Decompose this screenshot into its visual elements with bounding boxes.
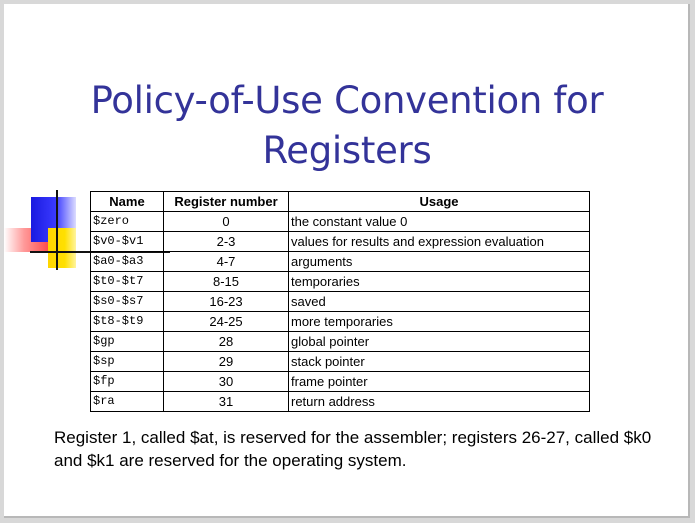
title-line-2: Registers (262, 129, 432, 172)
register-number-cell: 28 (163, 331, 289, 352)
register-name-cell: $gp (90, 331, 164, 352)
register-usage-cell: values for results and expression evalua… (288, 231, 590, 252)
table-row: $t0-$t7 8-15 temporaries (90, 271, 590, 292)
header-register-number: Register number (163, 191, 289, 212)
table-row: $s0-$s7 16-23 saved (90, 291, 590, 312)
register-name-cell: $s0-$s7 (90, 291, 164, 312)
register-name-cell: $fp (90, 371, 164, 392)
register-name-cell: $v0-$v1 (90, 231, 164, 252)
register-number-cell: 24-25 (163, 311, 289, 332)
register-name-cell: $a0-$a3 (90, 251, 164, 272)
table-row: $gp 28 global pointer (90, 331, 590, 352)
table-row: $ra 31 return address (90, 391, 590, 412)
decor-vertical-line (56, 190, 58, 270)
table-row: $fp 30 frame pointer (90, 371, 590, 392)
register-usage-cell: more temporaries (288, 311, 590, 332)
register-name-cell: $t8-$t9 (90, 311, 164, 332)
table-row: $sp 29 stack pointer (90, 351, 590, 372)
register-usage-cell: frame pointer (288, 371, 590, 392)
register-number-cell: 31 (163, 391, 289, 412)
register-number-cell: 0 (163, 211, 289, 232)
table-row: $zero 0 the constant value 0 (90, 211, 590, 232)
register-usage-cell: temporaries (288, 271, 590, 292)
register-usage-cell: arguments (288, 251, 590, 272)
register-number-cell: 2-3 (163, 231, 289, 252)
register-number-cell: 16-23 (163, 291, 289, 312)
yellow-decor-square (48, 228, 76, 268)
footnote-text: Register 1, called $at, is reserved for … (54, 428, 652, 470)
title-line-1: Policy-of-Use Convention for (90, 79, 604, 122)
register-table: Name Register number Usage $zero 0 the con… (90, 191, 590, 412)
register-name-cell: $ra (90, 391, 164, 412)
register-table-body: $zero 0 the constant value 0 $v0-$v1 2-3 valu… (90, 211, 590, 412)
register-number-cell: 29 (163, 351, 289, 372)
register-usage-cell: return address (288, 391, 590, 412)
register-name-cell: $zero (90, 211, 164, 232)
register-usage-cell: saved (288, 291, 590, 312)
register-number-cell: 8-15 (163, 271, 289, 292)
register-name-cell: $sp (90, 351, 164, 372)
header-usage: Usage (288, 191, 590, 212)
table-row: $t8-$t9 24-25 more temporaries (90, 311, 590, 332)
table-header-row: Name Register number Usage (90, 191, 590, 212)
header-name: Name (90, 191, 164, 212)
register-number-cell: 30 (163, 371, 289, 392)
register-number-cell: 4-7 (163, 251, 289, 272)
table-row: $v0-$v1 2-3 values for results and express… (90, 231, 590, 252)
register-usage-cell: global pointer (288, 331, 590, 352)
slide: Policy-of-Use Convention for Registers N… (4, 4, 690, 518)
register-name-cell: $t0-$t7 (90, 271, 164, 292)
table-row: $a0-$a3 4-7 arguments (90, 251, 590, 272)
slide-title: Policy-of-Use Convention for Registers (4, 76, 688, 176)
register-usage-cell: the constant value 0 (288, 211, 590, 232)
register-usage-cell: stack pointer (288, 351, 590, 372)
